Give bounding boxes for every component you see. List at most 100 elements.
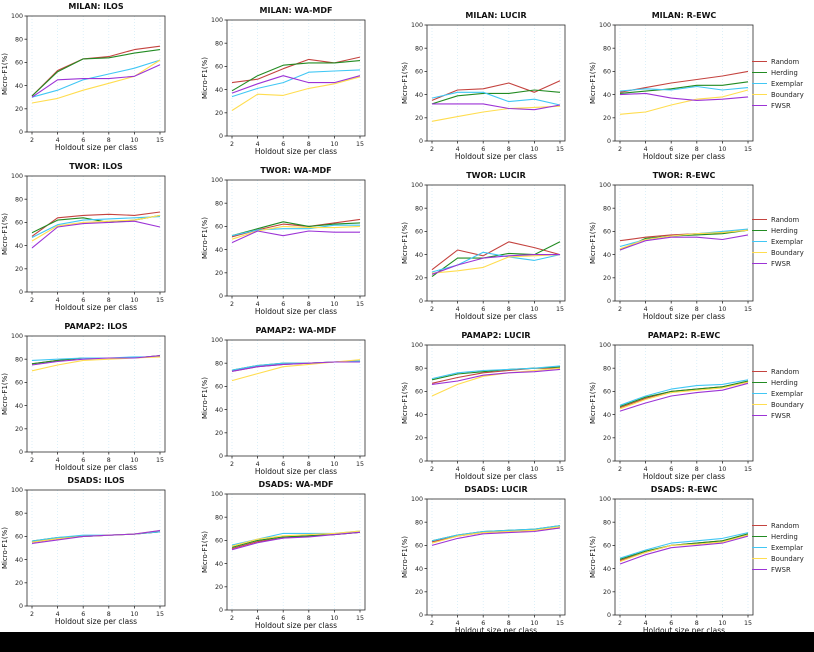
chart-title: DSADS: WA-MDF bbox=[258, 480, 334, 489]
series-line-boundary bbox=[231, 530, 361, 547]
x-axis-label: Holdout size per class bbox=[455, 312, 537, 321]
y-tick-label: 40 bbox=[215, 407, 223, 414]
line-chart: 2 4 6 8 10 15 0 20 40 60 80 100 Holdout size per cla… bbox=[589, 22, 754, 161]
y-tick-label: 60 bbox=[603, 229, 611, 236]
y-tick-label: 40 bbox=[603, 412, 611, 419]
legend-entry-boundary: Boundary bbox=[752, 399, 814, 410]
subplot-milan-lucir: MILAN: LUCIR 2 4 6 8 10 15 0 20 40 60 80 100 Holdout … bbox=[400, 9, 600, 167]
x-tick-label: 2 bbox=[30, 611, 34, 618]
series-line-random bbox=[619, 70, 749, 93]
x-tick-label: 4 bbox=[56, 137, 60, 144]
y-tick-label: 20 bbox=[415, 275, 423, 282]
x-tick-label: 2 bbox=[618, 466, 622, 473]
bottom-black-bar bbox=[0, 632, 814, 652]
y-tick-label: 0 bbox=[607, 612, 611, 619]
series-line-boundary bbox=[231, 76, 361, 111]
x-tick-label: 2 bbox=[430, 146, 434, 153]
chart-title: MILAN: WA-MDF bbox=[259, 6, 333, 15]
x-tick-label: 8 bbox=[695, 306, 699, 313]
x-tick-label: 15 bbox=[156, 137, 164, 144]
x-tick-label: 15 bbox=[356, 461, 364, 468]
x-tick-label: 6 bbox=[481, 146, 485, 153]
line-chart: 2 4 6 8 10 15 0 20 40 60 80 100 Holdout size per cla… bbox=[589, 342, 754, 481]
series-line-exemplar bbox=[431, 525, 561, 542]
y-tick-label: 0 bbox=[219, 453, 223, 460]
y-tick-label: 100 bbox=[11, 173, 23, 180]
y-axis-label: Micro-F1(%) bbox=[589, 536, 597, 578]
series-line-fwsr bbox=[619, 234, 749, 251]
series-line-herding bbox=[231, 221, 361, 237]
legend-line-swatch bbox=[752, 547, 767, 548]
y-tick-label: 20 bbox=[215, 430, 223, 437]
legend-label: Exemplar bbox=[771, 79, 804, 88]
y-tick-label: 100 bbox=[599, 342, 611, 349]
line-chart: 2 4 6 8 10 15 0 20 40 60 80 100 Holdout size per cla… bbox=[1, 13, 166, 152]
x-tick-label: 4 bbox=[644, 306, 648, 313]
x-tick-label: 4 bbox=[456, 466, 460, 473]
legend-entry-exemplar: Exemplar bbox=[752, 388, 814, 399]
x-tick-label: 6 bbox=[81, 137, 85, 144]
legend-line-swatch bbox=[752, 382, 767, 383]
y-tick-label: 100 bbox=[211, 17, 223, 24]
legend-label: Boundary bbox=[771, 248, 804, 257]
line-chart: 2 4 6 8 10 15 0 20 40 60 80 100 Holdout size per cla… bbox=[201, 337, 366, 476]
x-tick-label: 2 bbox=[230, 615, 234, 622]
y-tick-label: 100 bbox=[211, 337, 223, 344]
series-line-fwsr bbox=[431, 368, 561, 385]
series-line-exemplar bbox=[231, 69, 361, 98]
y-tick-label: 40 bbox=[215, 561, 223, 568]
chart-title: TWOR: ILOS bbox=[69, 162, 123, 171]
y-tick-label: 0 bbox=[419, 138, 423, 145]
y-tick-label: 60 bbox=[215, 64, 223, 71]
series-line-fwsr bbox=[619, 382, 749, 412]
legend-entry-fwsr: FWSR bbox=[752, 100, 814, 111]
y-tick-label: 40 bbox=[603, 252, 611, 259]
line-chart: 2 4 6 8 10 15 0 20 40 60 80 100 Holdout size per cla… bbox=[589, 182, 754, 321]
series-line-boundary bbox=[619, 381, 749, 410]
legend-line-swatch bbox=[752, 569, 767, 570]
y-tick-label: 100 bbox=[599, 182, 611, 189]
y-tick-label: 20 bbox=[415, 589, 423, 596]
x-tick-label: 6 bbox=[669, 146, 673, 153]
x-tick-label: 2 bbox=[618, 306, 622, 313]
legend-label: Herding bbox=[771, 226, 798, 235]
legend-line-swatch bbox=[752, 393, 767, 394]
legend-line-swatch bbox=[752, 415, 767, 416]
series-line-boundary bbox=[619, 89, 749, 115]
x-tick-label: 2 bbox=[30, 297, 34, 304]
subplot-milan-ilos: MILAN: ILOS 2 4 6 8 10 15 0 20 40 60 80 100 Holdout s… bbox=[0, 0, 200, 158]
y-tick-label: 60 bbox=[415, 229, 423, 236]
legend-line-swatch bbox=[752, 371, 767, 372]
legend-entry-exemplar: Exemplar bbox=[752, 542, 814, 553]
y-tick-label: 40 bbox=[15, 243, 23, 250]
x-axis-label: Holdout size per class bbox=[455, 626, 537, 635]
x-tick-label: 10 bbox=[718, 466, 726, 473]
x-tick-label: 2 bbox=[230, 461, 234, 468]
y-tick-label: 60 bbox=[15, 534, 23, 541]
legend-line-swatch bbox=[752, 105, 767, 106]
y-tick-label: 80 bbox=[215, 200, 223, 207]
legend-label: FWSR bbox=[771, 411, 791, 420]
x-tick-label: 10 bbox=[130, 297, 138, 304]
y-tick-label: 80 bbox=[15, 356, 23, 363]
y-axis-label: Micro-F1(%) bbox=[589, 222, 597, 264]
y-axis-label: Micro-F1(%) bbox=[1, 53, 9, 95]
x-tick-label: 4 bbox=[644, 146, 648, 153]
x-axis-label: Holdout size per class bbox=[255, 307, 337, 316]
legend-line-swatch bbox=[752, 252, 767, 253]
y-axis-label: Micro-F1(%) bbox=[589, 382, 597, 424]
x-tick-label: 8 bbox=[307, 301, 311, 308]
y-tick-label: 60 bbox=[215, 224, 223, 231]
x-tick-label: 4 bbox=[256, 301, 260, 308]
series-line-fwsr bbox=[31, 355, 161, 366]
subplot-dsads-ilos: DSADS: ILOS 2 4 6 8 10 15 0 20 40 60 80 100 Holdout s… bbox=[0, 474, 200, 632]
y-axis-label: Micro-F1(%) bbox=[401, 222, 409, 264]
x-tick-label: 2 bbox=[430, 466, 434, 473]
series-line-herding bbox=[619, 229, 749, 251]
series-line-herding bbox=[431, 241, 561, 278]
y-tick-label: 80 bbox=[603, 45, 611, 52]
x-tick-label: 8 bbox=[307, 615, 311, 622]
legend-line-swatch bbox=[752, 404, 767, 405]
y-tick-label: 80 bbox=[603, 205, 611, 212]
x-tick-label: 15 bbox=[556, 620, 564, 627]
